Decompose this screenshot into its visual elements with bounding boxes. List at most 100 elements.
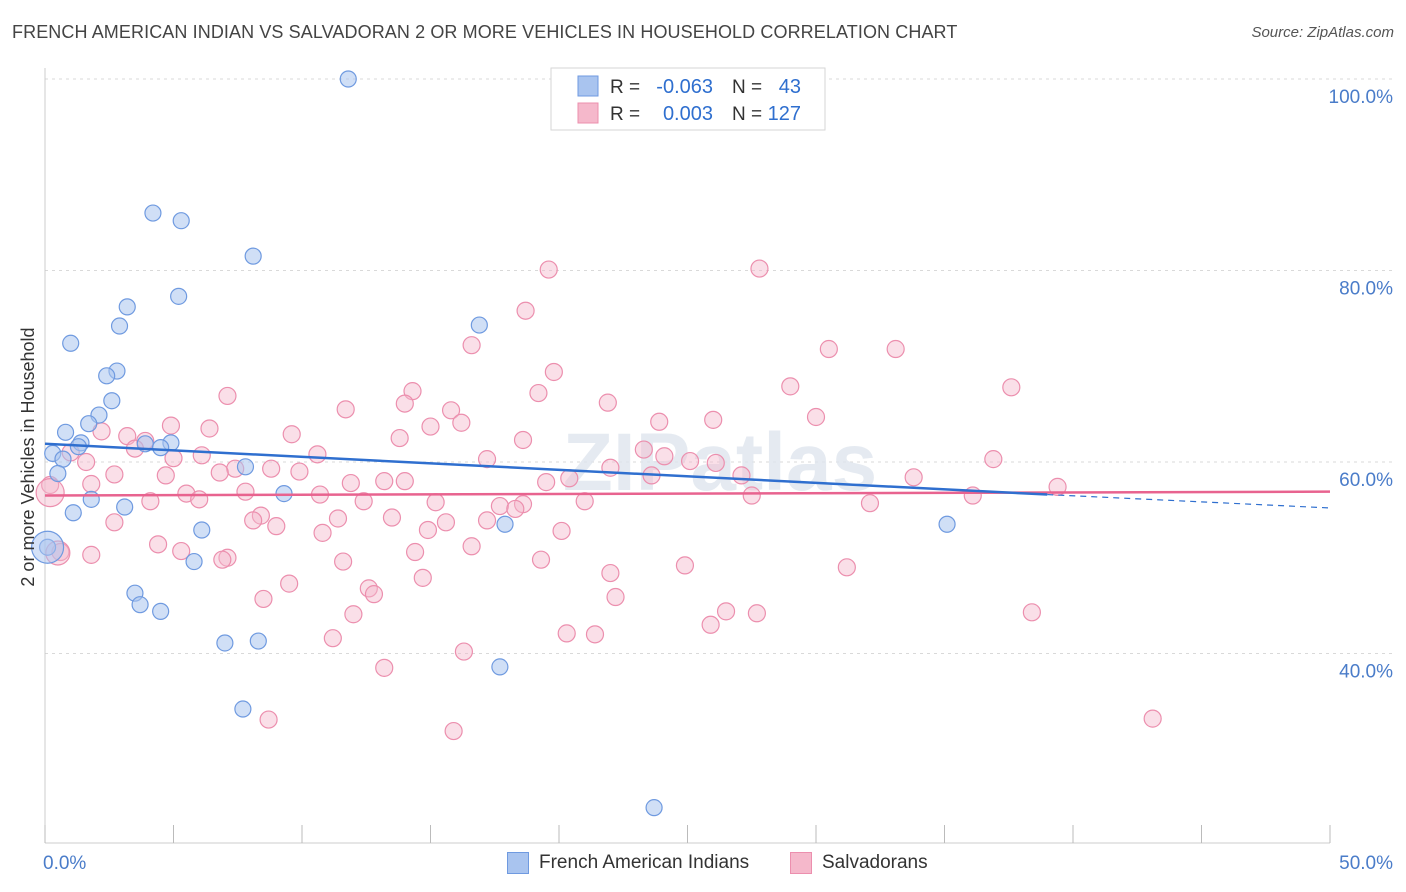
french-american-indian-point [62,334,80,352]
salvadoran-point [452,413,471,432]
french-american-indian-point [152,602,170,620]
french-american-indians-points [30,70,956,817]
grid-layer [45,78,1395,654]
salvadoran-point [716,602,736,621]
salvadoran-point [1048,477,1067,496]
legend-swatch-blue [507,852,529,874]
salvadoran-point [259,710,278,729]
salvadoran-point [161,416,181,435]
salvadoran-point [680,451,700,471]
salvadoran-point [354,492,373,511]
french-american-indian-point [98,367,116,385]
salvadoran-point [436,513,456,532]
salvadoran-point [886,339,905,359]
salvadoran-point [344,605,363,624]
french-american-indian-point [110,317,129,335]
y-axis-title: 2 or more Vehicles in Household [18,327,38,586]
salvadoran-point [444,721,463,741]
salvadoran-point [418,520,438,540]
french-american-indian-point [216,634,234,652]
salvadoran-point [650,412,669,431]
x-tick-label: 0.0% [43,853,86,874]
salvadoran-point [506,499,525,519]
salvadoran-point [552,521,571,541]
legend-n-label: N = [732,77,762,98]
legend-swatch-pink [790,852,812,874]
salvadoran-point [290,462,309,481]
y-tick-label: 80.0% [1339,279,1393,300]
french-american-indians-trend-extension [1047,493,1331,509]
salvadoran-point [477,511,497,530]
salvadoran-point [172,541,191,561]
legend-r-label: R = [610,77,640,98]
salvadoran-point [82,545,101,564]
salvadoran-point [35,478,65,508]
french-american-indian-point [470,316,488,334]
french-american-indian-point [144,204,162,222]
french-american-indian-point [234,700,252,718]
salvadoran-point [308,445,327,464]
salvadoran-point [585,625,605,644]
salvadoran-point [336,400,355,419]
salvadoran-point [537,473,556,492]
salvadoran-point [313,523,332,542]
french-american-indian-point [49,464,67,483]
french-american-indian-point [64,504,82,522]
french-american-indian-point [152,439,170,457]
french-american-indian-point [339,70,357,88]
legend-r-value-blue: -0.063 [656,76,713,98]
y-tick-label: 40.0% [1339,662,1393,683]
salvadoran-point [382,508,402,527]
french-american-indian-point [491,658,509,676]
salvadoran-point [750,259,769,278]
salvadoran-point [529,383,548,403]
salvadoran-point [606,587,625,607]
x-tick-label: 50.0% [1339,853,1393,874]
french-american-indian-point [56,423,75,441]
french-american-indian-point [249,632,267,650]
source-credit: Source: ZipAtlas.com [1251,24,1394,41]
salvadoran-point [148,535,168,554]
french-american-indian-point [496,515,514,533]
salvadoran-point [675,556,695,575]
salvadoran-point [634,440,653,459]
salvadoran-point [601,563,620,583]
salvadoran-point [328,509,348,528]
salvadoran-point [462,537,481,556]
salvadoran-point [1002,378,1021,397]
salvadoran-point [1143,709,1162,728]
salvadoran-point [280,574,299,593]
french-american-indians-trend-line [44,442,1048,496]
salvadoran-point [819,339,838,359]
salvadoran-point [544,362,563,382]
french-american-indian-point [80,415,98,433]
salvadoran-point [454,642,474,661]
salvadoran-point [781,377,800,396]
legend-label: Salvadorans [822,852,928,873]
salvadoran-point [837,558,856,577]
salvadorans-trend-line [44,490,1331,497]
chart-title: FRENCH AMERICAN INDIAN VS SALVADORAN 2 O… [12,22,958,42]
salvadoran-point [267,517,286,536]
salvadoran-point [560,469,579,488]
salvadoran-point [984,450,1003,469]
salvadoran-point [655,447,674,466]
salvadoran-point [706,453,725,473]
french-american-indian-point [170,287,188,305]
salvadoran-point [539,260,558,279]
salvadoran-point [421,417,440,436]
salvadoran-point [516,301,535,320]
french-american-indian-point [172,212,190,230]
salvadoran-point [77,452,96,472]
salvadoran-point [742,486,761,505]
y-tick-label: 60.0% [1339,470,1393,491]
legend-item-salvadorans: Salvadorans [790,852,928,874]
salvadoran-point [190,490,209,509]
french-american-indian-point [244,247,262,265]
salvadoran-point [575,492,594,511]
salvadoran-point [405,542,425,562]
salvadoran-point [156,466,175,485]
french-american-indian-point [236,458,255,476]
salvadoran-point [806,407,826,427]
